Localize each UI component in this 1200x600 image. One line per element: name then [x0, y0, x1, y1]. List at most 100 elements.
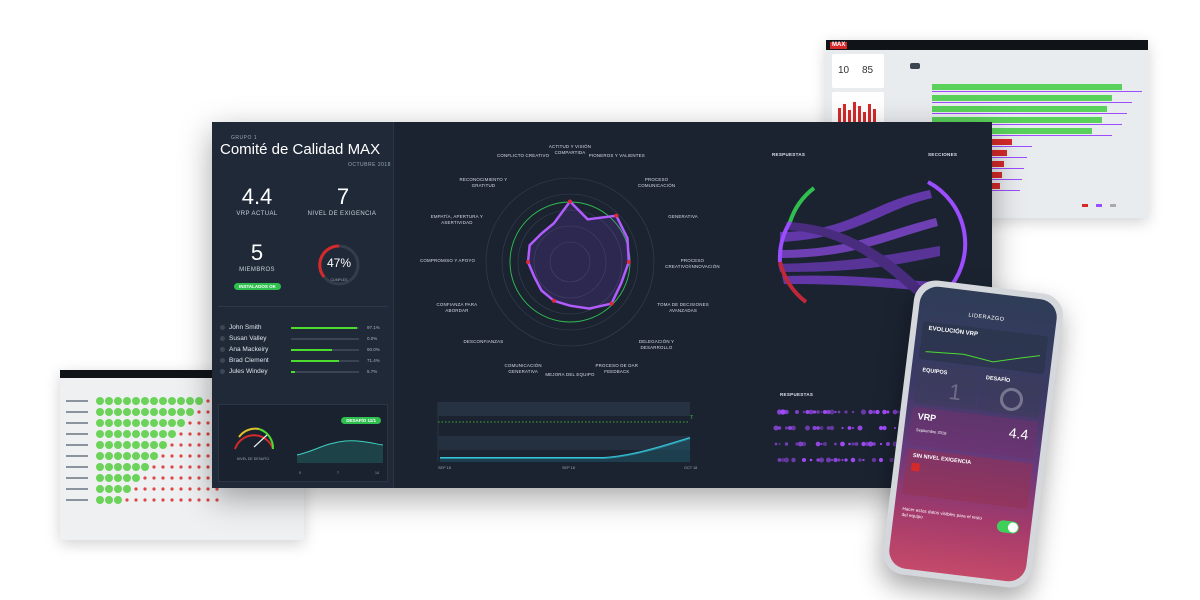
- member-progress-fill: [291, 327, 357, 329]
- matrix-dot: [188, 421, 191, 424]
- matrix-dot: [96, 452, 104, 460]
- matrix-dot: [179, 443, 182, 446]
- response-dot: [785, 442, 788, 445]
- response-dot: [861, 409, 866, 414]
- radar-axis-label: PROCESO CREATIVO/INNOVACIÓN: [661, 258, 723, 270]
- tab[interactable]: [941, 63, 951, 69]
- visibility-toggle[interactable]: [996, 520, 1019, 535]
- response-dot: [851, 442, 854, 445]
- member-progress-fill: [291, 360, 339, 362]
- response-dot: [872, 410, 876, 414]
- speed-label: NIVEL DE DESAFÍO: [225, 457, 281, 461]
- matrix-dot: [206, 443, 209, 446]
- member-row[interactable]: Ana Mackeiry 60.0%: [220, 344, 380, 355]
- tab-active[interactable]: [910, 63, 920, 69]
- member-percent: 71.4%: [367, 358, 380, 363]
- matrix-dot: [114, 397, 122, 405]
- matrix-dot: [161, 465, 164, 468]
- response-dot: [820, 411, 822, 413]
- sparkline: [295, 429, 385, 465]
- desafio-title: DESAFÍO: [986, 375, 1011, 384]
- row-label: [66, 477, 88, 479]
- member-row[interactable]: John Smith 97.1%: [220, 322, 380, 333]
- radar-axis-label: GENERATIVA: [652, 214, 714, 220]
- matrix-dot: [159, 397, 167, 405]
- date-label: OCTUBRE 2018: [348, 162, 391, 168]
- matrix-dot: [197, 465, 200, 468]
- matrix-dot: [123, 441, 131, 449]
- matrix-dot: [96, 485, 104, 493]
- divider: [218, 306, 388, 307]
- response-dot: [803, 411, 806, 414]
- matrix-dot: [105, 441, 113, 449]
- matrix-dot: [150, 419, 158, 427]
- matrix-dot: [170, 476, 173, 479]
- phone-vrp-date: Septiembre 2018: [916, 427, 947, 436]
- row-label: [66, 433, 88, 435]
- matrix-dot: [105, 419, 113, 427]
- response-dot: [887, 411, 890, 414]
- matrix-dot: [159, 419, 167, 427]
- response-dot: [848, 426, 852, 430]
- row-label: [66, 499, 88, 501]
- matrix-dot: [141, 430, 149, 438]
- response-dot: [852, 427, 854, 429]
- member-name: Susan Valley: [229, 335, 291, 342]
- matrix-dot: [170, 454, 173, 457]
- member-row[interactable]: Brad Clement 71.4%: [220, 355, 380, 366]
- member-percent: 60.0%: [367, 347, 380, 352]
- matrix-dot: [143, 498, 146, 501]
- nivel-value: 7: [308, 184, 378, 210]
- h-bar-line: [932, 113, 1127, 114]
- matrix-dot: [114, 496, 122, 504]
- tab[interactable]: [925, 63, 937, 69]
- matrix-dot: [188, 487, 191, 490]
- respuestas-header: RESPUESTAS: [772, 152, 805, 157]
- equipos-value: 1: [947, 379, 962, 406]
- members-list: John Smith 97.1% Susan Valley 0.0% Ana Macke…: [220, 322, 380, 377]
- matrix-dot: [152, 476, 155, 479]
- response-dot: [812, 426, 816, 430]
- matrix-dot: [159, 441, 167, 449]
- matrix-dot: [150, 408, 158, 416]
- equipos-title: EQUIPOS: [922, 367, 948, 376]
- member-row[interactable]: Jules Windey 5.7%: [220, 366, 380, 377]
- matrix-dot: [141, 463, 149, 471]
- matrix-dot: [197, 476, 200, 479]
- member-row[interactable]: Susan Valley 0.0%: [220, 333, 380, 344]
- row-label: [66, 444, 88, 446]
- radar-axis-label: COMUNICACIÓN GENERATIVA: [492, 363, 554, 375]
- member-name: Jules Windey: [229, 368, 291, 375]
- member-name: Brad Clement: [229, 357, 291, 364]
- matrix-dot: [141, 452, 149, 460]
- response-dot: [879, 458, 883, 462]
- matrix-dot: [206, 454, 209, 457]
- matrix-dot: [96, 430, 104, 438]
- spark-tick: 0: [299, 471, 301, 475]
- response-dot: [802, 442, 806, 446]
- matrix-dot: [150, 397, 158, 405]
- matrix-dot: [105, 430, 113, 438]
- tab[interactable]: [896, 63, 906, 69]
- response-dot: [833, 458, 837, 462]
- matrix-dot: [150, 452, 158, 460]
- matrix-dot: [161, 498, 164, 501]
- matrix-dot: [114, 485, 122, 493]
- matrix-dot: [159, 430, 167, 438]
- matrix-dot: [123, 419, 131, 427]
- timeline-value: 7: [690, 415, 693, 421]
- member-progress-fill: [291, 371, 295, 373]
- response-dot: [880, 443, 882, 445]
- radar-axis-label: PROCESO COMUNICACIÓN: [626, 177, 688, 189]
- matrix-dot: [179, 476, 182, 479]
- h-bar-line: [932, 102, 1132, 103]
- response-dot: [868, 410, 872, 414]
- timeline-chart: [434, 398, 704, 468]
- response-dot: [894, 427, 896, 429]
- matrix-dot: [177, 419, 185, 427]
- response-dot: [862, 459, 864, 461]
- matrix-dot: [161, 454, 164, 457]
- matrix-dot: [141, 441, 149, 449]
- matrix-dot: [134, 498, 137, 501]
- matrix-dot: [197, 498, 200, 501]
